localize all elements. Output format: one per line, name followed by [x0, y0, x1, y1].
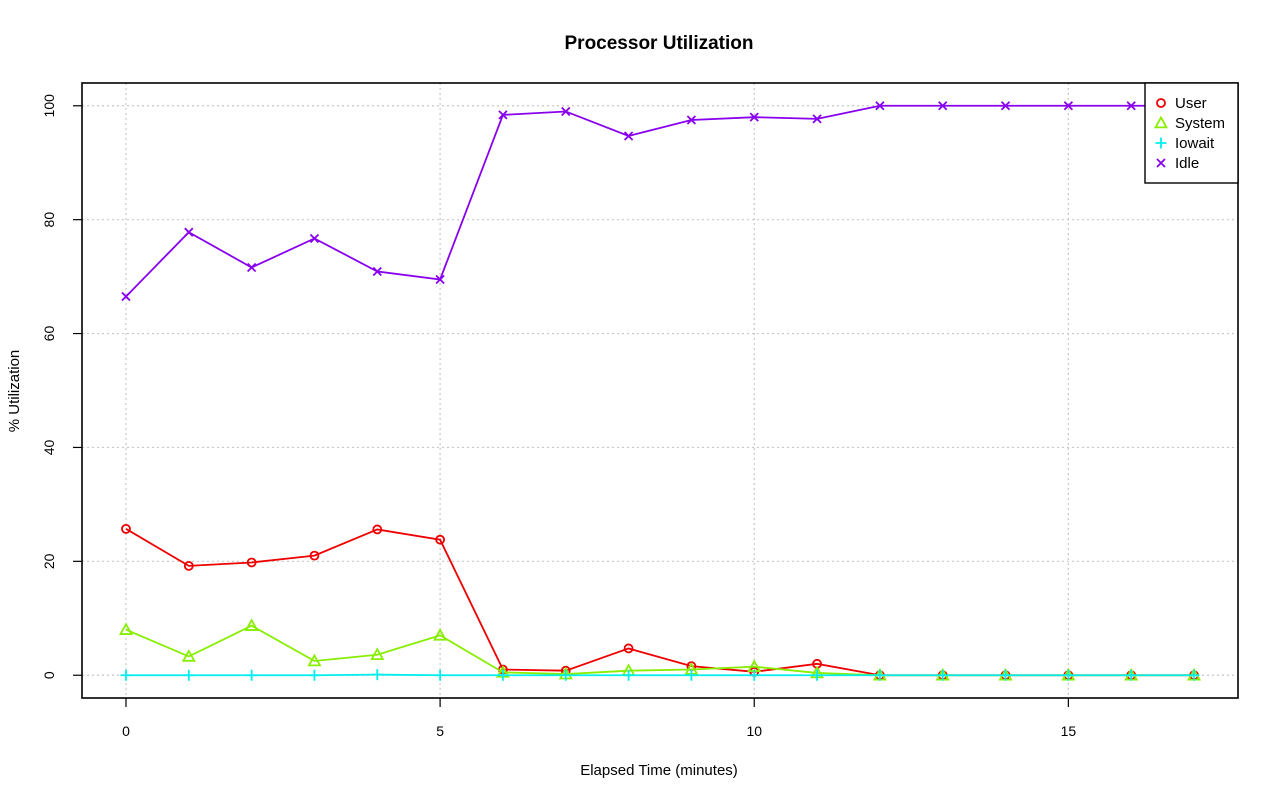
series-line-user — [125, 528, 1195, 677]
data-point-iowait — [434, 669, 446, 681]
data-point-idle — [435, 274, 445, 285]
data-point-system — [118, 622, 134, 635]
data-point-idle — [121, 291, 131, 302]
data-point-idle — [1063, 101, 1074, 111]
legend-item-system: System — [1153, 115, 1225, 132]
y-tick-label: 80 — [41, 212, 57, 228]
y-tick-label: 0 — [41, 671, 57, 679]
data-point-iowait — [685, 669, 697, 681]
series-line-iowait — [125, 673, 1195, 677]
x-tick-label: 0 — [122, 723, 130, 739]
data-point-idle — [686, 115, 697, 125]
data-point-idle — [372, 266, 382, 277]
data-point-idle — [1000, 101, 1011, 111]
plot-frame — [81, 82, 1239, 699]
data-point-user — [309, 550, 320, 561]
y-tick-label: 100 — [41, 94, 57, 118]
x-axis-label: Elapsed Time (minutes) — [580, 762, 738, 779]
data-point-iowait — [811, 669, 823, 681]
y-axis: 0 20 40 60 80 100 — [41, 94, 82, 679]
legend-label: Idle — [1175, 155, 1199, 172]
data-point-system — [307, 653, 322, 667]
data-point-iowait — [183, 669, 195, 681]
data-point-idle — [498, 110, 508, 120]
legend-item-iowait: Iowait — [1155, 135, 1215, 152]
series-system — [118, 618, 1202, 681]
legend-marker-user — [1156, 98, 1166, 108]
data-point-user — [246, 557, 257, 568]
data-point-user — [435, 534, 446, 545]
data-point-idle — [812, 114, 822, 124]
grid-lines — [82, 83, 1238, 698]
data-point-iowait — [560, 669, 572, 681]
data-point-iowait — [120, 669, 132, 681]
data-point-user — [183, 560, 194, 571]
data-point-idle — [184, 227, 194, 237]
data-point-system — [433, 628, 448, 641]
data-point-user — [121, 523, 131, 534]
data-point-iowait — [1062, 669, 1074, 681]
data-point-iowait — [497, 669, 509, 681]
data-point-iowait — [371, 669, 383, 681]
data-point-iowait — [246, 669, 258, 681]
x-tick-label: 5 — [436, 723, 444, 739]
y-tick-label: 60 — [41, 326, 57, 342]
series-layer — [118, 101, 1202, 681]
y-tick-label: 20 — [41, 553, 57, 569]
legend-marker-idle — [1156, 158, 1166, 168]
legend-label: User — [1175, 95, 1207, 112]
series-user — [121, 523, 1199, 681]
series-line-system — [125, 624, 1195, 677]
legend: User System Iowait Idle — [1144, 82, 1239, 184]
legend-item-user: User — [1156, 95, 1207, 112]
data-point-iowait — [1000, 669, 1012, 681]
data-point-user — [372, 524, 383, 535]
series-line-idle — [125, 104, 1195, 298]
data-point-iowait — [874, 669, 886, 681]
data-point-iowait — [937, 669, 949, 681]
data-point-iowait — [1125, 669, 1137, 681]
data-point-idle — [938, 101, 948, 111]
data-point-iowait — [308, 669, 320, 681]
data-point-system — [244, 618, 259, 631]
x-tick-label: 15 — [1061, 723, 1077, 739]
y-tick-label: 40 — [41, 439, 57, 455]
data-point-idle — [309, 233, 320, 244]
data-point-iowait — [1188, 669, 1200, 681]
chart-title: Processor Utilization — [565, 33, 754, 54]
data-point-idle — [561, 106, 571, 117]
legend-marker-system — [1153, 115, 1169, 129]
data-point-idle — [246, 262, 257, 273]
data-point-user — [623, 643, 634, 654]
data-point-iowait — [748, 669, 760, 681]
legend-label: System — [1175, 115, 1225, 132]
x-tick-label: 10 — [746, 723, 762, 739]
series-iowait — [120, 669, 1200, 681]
data-point-idle — [875, 101, 885, 111]
legend-label: Iowait — [1175, 135, 1215, 152]
y-axis-label: % Utilization — [6, 350, 23, 433]
data-point-iowait — [623, 669, 635, 681]
x-axis: 0 5 10 15 — [122, 698, 1076, 739]
data-point-idle — [1126, 101, 1136, 111]
data-point-idle — [749, 112, 759, 122]
data-point-system — [181, 649, 196, 662]
data-point-idle — [623, 131, 634, 141]
data-point-system — [370, 647, 385, 661]
legend-item-idle: Idle — [1156, 155, 1199, 172]
legend-marker-iowait — [1155, 137, 1167, 149]
series-idle — [121, 101, 1199, 302]
